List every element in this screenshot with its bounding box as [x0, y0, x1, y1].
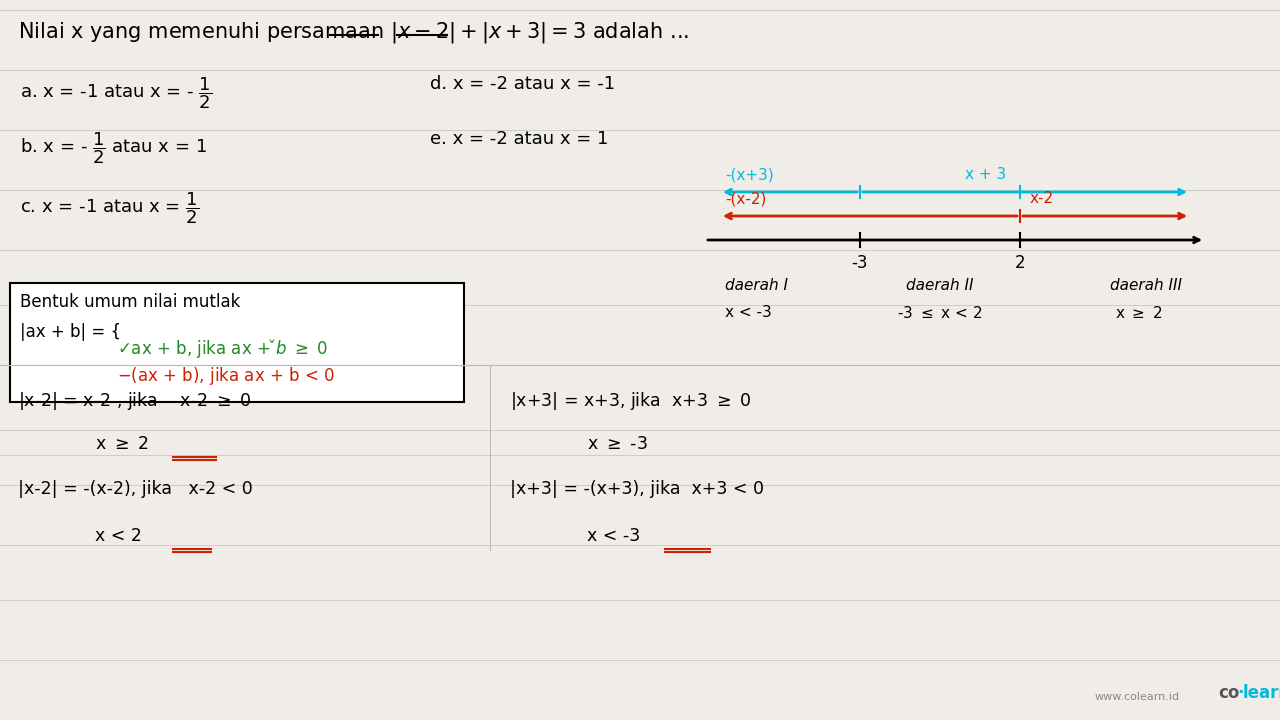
Text: |x+3| = -(x+3), jika  x+3 < 0: |x+3| = -(x+3), jika x+3 < 0: [509, 480, 764, 498]
Text: -3: -3: [851, 254, 868, 272]
Text: co: co: [1219, 684, 1239, 702]
Text: x < 2: x < 2: [18, 527, 142, 545]
Text: daerah II: daerah II: [906, 278, 974, 293]
Text: learn: learn: [1243, 684, 1280, 702]
Text: 2: 2: [1015, 254, 1025, 272]
Text: -3 $\leq$ x < 2: -3 $\leq$ x < 2: [897, 305, 983, 321]
Text: x < -3: x < -3: [509, 527, 640, 545]
Text: a. x = -1 atau x = - $\dfrac{1}{2}$: a. x = -1 atau x = - $\dfrac{1}{2}$: [20, 75, 212, 111]
Text: |x-2| = x-2 , jika    x-2 $\geq$ 0: |x-2| = x-2 , jika x-2 $\geq$ 0: [18, 390, 251, 412]
Text: b. x = - $\dfrac{1}{2}$ atau x = 1: b. x = - $\dfrac{1}{2}$ atau x = 1: [20, 130, 207, 166]
Text: -(x+3): -(x+3): [724, 167, 773, 182]
FancyBboxPatch shape: [10, 283, 465, 402]
Text: x-2: x-2: [1030, 191, 1055, 206]
Text: |x-2| = -(x-2), jika   x-2 < 0: |x-2| = -(x-2), jika x-2 < 0: [18, 480, 252, 498]
Text: daerah III: daerah III: [1110, 278, 1181, 293]
Text: x $\geq$ 2: x $\geq$ 2: [1115, 305, 1162, 321]
Text: x $\geq$ -3: x $\geq$ -3: [509, 435, 648, 453]
Text: c. x = -1 atau x = $\dfrac{1}{2}$: c. x = -1 atau x = $\dfrac{1}{2}$: [20, 190, 200, 225]
Text: x + 3: x + 3: [965, 167, 1006, 182]
Text: www.colearn.id: www.colearn.id: [1094, 692, 1180, 702]
Text: Bentuk umum nilai mutlak: Bentuk umum nilai mutlak: [20, 293, 241, 311]
Text: -(x-2): -(x-2): [724, 191, 767, 206]
Text: x < -3: x < -3: [724, 305, 772, 320]
Text: $\checkmark$ax + b, jika ax + $\check{b}$ $\geq$ 0: $\checkmark$ax + b, jika ax + $\check{b}…: [116, 337, 329, 360]
Text: e. x = -2 atau x = 1: e. x = -2 atau x = 1: [430, 130, 608, 148]
Text: x $\geq$ 2: x $\geq$ 2: [18, 435, 150, 453]
Text: $-$(ax + b), jika ax $+$ b < 0: $-$(ax + b), jika ax $+$ b < 0: [116, 365, 335, 387]
Text: daerah I: daerah I: [724, 278, 788, 293]
Text: Nilai x yang memenuhi persamaan $|x - 2| + |x + 3| = 3$ adalah ...: Nilai x yang memenuhi persamaan $|x - 2|…: [18, 20, 689, 45]
Text: |x+3| = x+3, jika  x+3 $\geq$ 0: |x+3| = x+3, jika x+3 $\geq$ 0: [509, 390, 751, 412]
Text: ·: ·: [1236, 684, 1243, 702]
Text: |ax + b| = {: |ax + b| = {: [20, 323, 122, 341]
Text: d. x = -2 atau x = -1: d. x = -2 atau x = -1: [430, 75, 616, 93]
